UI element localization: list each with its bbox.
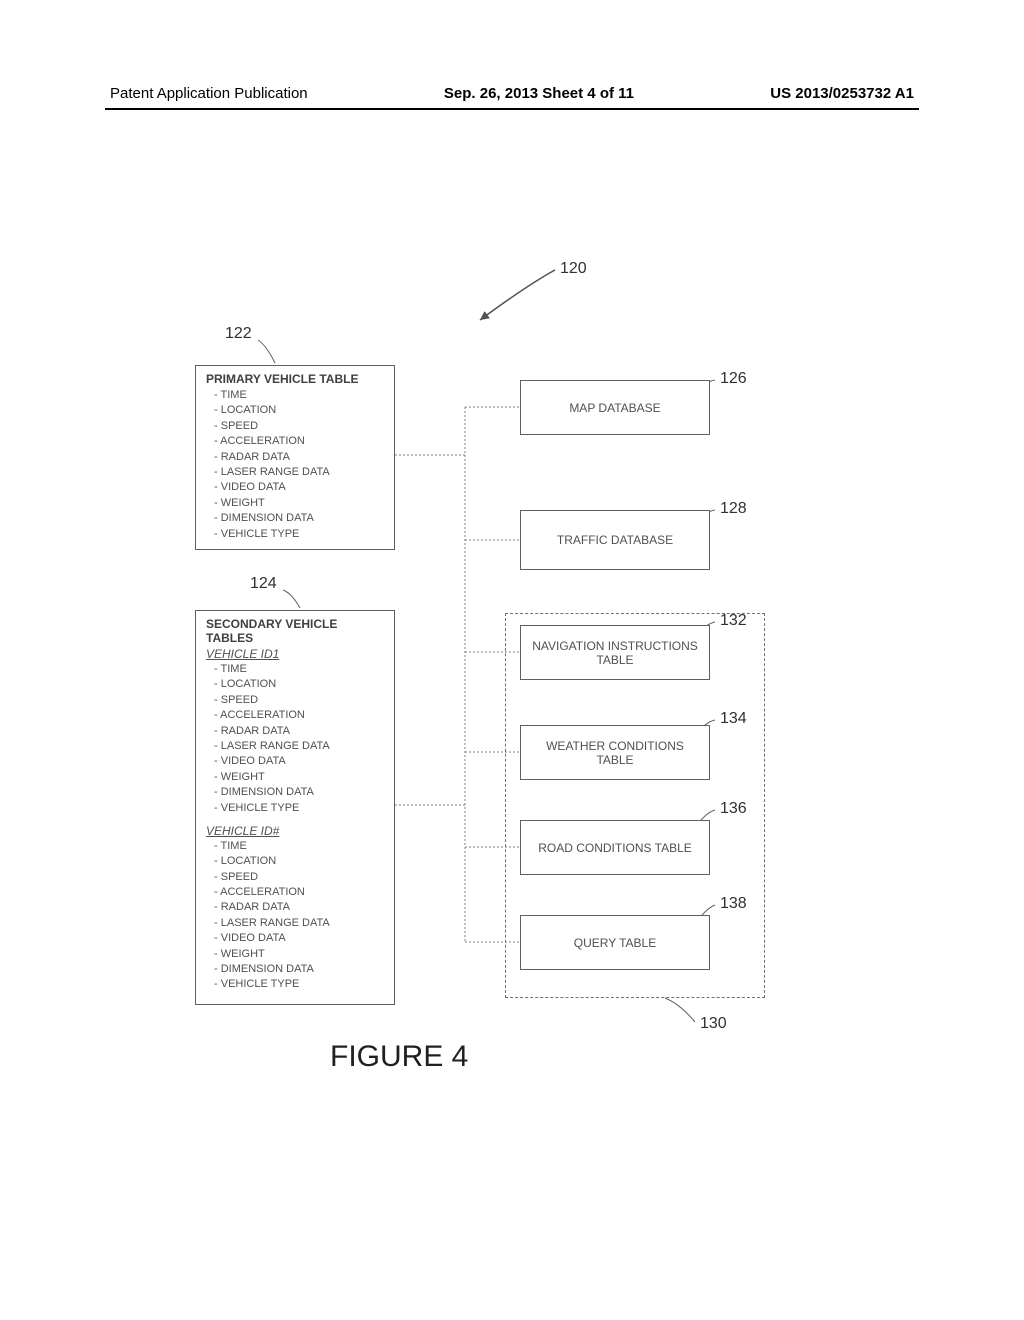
list-item: LOCATION — [214, 677, 384, 692]
list-item: TIME — [214, 388, 384, 403]
secondary-vehicle-tables: SECONDARY VEHICLE TABLES VEHICLE ID1 TIM… — [195, 610, 395, 1005]
list-item: ACCELERATION — [214, 708, 384, 723]
list-item: VIDEO DATA — [214, 754, 384, 769]
list-item: SPEED — [214, 419, 384, 434]
list-item: SPEED — [214, 870, 384, 885]
figure-caption: FIGURE 4 — [330, 1040, 468, 1074]
ref-126: 126 — [720, 370, 747, 388]
list-item: SPEED — [214, 693, 384, 708]
list-item: VEHICLE TYPE — [214, 527, 384, 542]
map-database-box: MAP DATABASE — [520, 380, 710, 435]
list-item: WEIGHT — [214, 770, 384, 785]
list-item: RADAR DATA — [214, 450, 384, 465]
list-item: VEHICLE TYPE — [214, 977, 384, 992]
list-item: DIMENSION DATA — [214, 785, 384, 800]
nav-label: NAVIGATION INSTRUCTIONS TABLE — [531, 639, 699, 667]
ref-136: 136 — [720, 800, 747, 818]
list-item: TIME — [214, 839, 384, 854]
ref-132: 132 — [720, 612, 747, 630]
ref-138: 138 — [720, 895, 747, 913]
traffic-database-label: TRAFFIC DATABASE — [557, 533, 673, 547]
weather-label: WEATHER CONDITIONS TABLE — [531, 739, 699, 767]
map-database-label: MAP DATABASE — [569, 401, 660, 415]
list-item: LASER RANGE DATA — [214, 465, 384, 480]
secondary-list-1: TIMELOCATIONSPEEDACCELERATIONRADAR DATAL… — [214, 662, 384, 816]
list-item: LOCATION — [214, 854, 384, 869]
list-item: ACCELERATION — [214, 885, 384, 900]
primary-vehicle-table: PRIMARY VEHICLE TABLE TIMELOCATIONSPEEDA… — [195, 365, 395, 550]
primary-list: TIMELOCATIONSPEEDACCELERATIONRADAR DATAL… — [214, 388, 384, 542]
list-item: WEIGHT — [214, 496, 384, 511]
list-item: DIMENSION DATA — [214, 962, 384, 977]
ref-124: 124 — [250, 575, 277, 593]
vehicle-id1-head: VEHICLE ID1 — [206, 647, 384, 661]
road-conditions-box: ROAD CONDITIONS TABLE — [520, 820, 710, 875]
traffic-database-box: TRAFFIC DATABASE — [520, 510, 710, 570]
list-item: LASER RANGE DATA — [214, 916, 384, 931]
primary-title: PRIMARY VEHICLE TABLE — [206, 372, 384, 386]
list-item: TIME — [214, 662, 384, 677]
list-item: DIMENSION DATA — [214, 511, 384, 526]
secondary-title: SECONDARY VEHICLE TABLES — [206, 617, 384, 645]
ref-128: 128 — [720, 500, 747, 518]
query-table-box: QUERY TABLE — [520, 915, 710, 970]
list-item: VEHICLE TYPE — [214, 801, 384, 816]
weather-conditions-box: WEATHER CONDITIONS TABLE — [520, 725, 710, 780]
list-item: LOCATION — [214, 403, 384, 418]
list-item: VIDEO DATA — [214, 480, 384, 495]
road-label: ROAD CONDITIONS TABLE — [538, 841, 692, 855]
list-item: WEIGHT — [214, 947, 384, 962]
list-item: LASER RANGE DATA — [214, 739, 384, 754]
ref-122: 122 — [225, 325, 252, 343]
query-label: QUERY TABLE — [574, 936, 656, 950]
ref-130: 130 — [700, 1015, 727, 1033]
diagram-area: PRIMARY VEHICLE TABLE TIMELOCATIONSPEEDA… — [0, 0, 1024, 1320]
navigation-instructions-box: NAVIGATION INSTRUCTIONS TABLE — [520, 625, 710, 680]
list-item: VIDEO DATA — [214, 931, 384, 946]
list-item: RADAR DATA — [214, 724, 384, 739]
secondary-list-2: TIMELOCATIONSPEEDACCELERATIONRADAR DATAL… — [214, 839, 384, 993]
ref-120: 120 — [560, 260, 587, 278]
list-item: ACCELERATION — [214, 434, 384, 449]
list-item: RADAR DATA — [214, 900, 384, 915]
ref-134: 134 — [720, 710, 747, 728]
vehicle-idn-head: VEHICLE ID# — [206, 824, 384, 838]
